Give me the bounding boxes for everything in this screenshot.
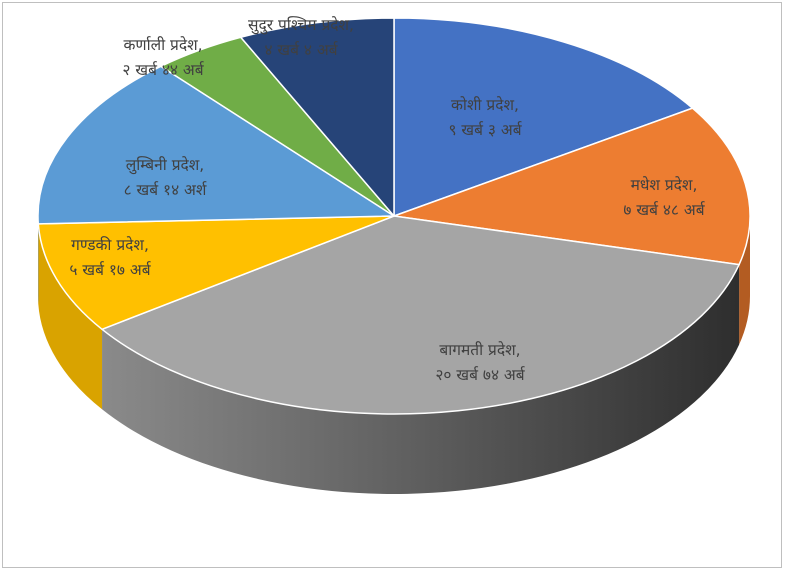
slice-गण्डकी-प्रदेश bbox=[37, 215, 395, 331]
pie-slices bbox=[37, 17, 751, 415]
slice-label-value: २० खर्ब ७४ अर्ब bbox=[435, 366, 525, 384]
pie-sides bbox=[38, 216, 750, 494]
slice-label-name: गण्डकी प्रदेश, bbox=[71, 236, 149, 254]
slice-label-name: कर्णाली प्रदेश, bbox=[123, 36, 202, 54]
slice-label-name: कोशी प्रदेश, bbox=[451, 96, 519, 114]
slice-label-value: ७ खर्ब ४८ अर्ब bbox=[623, 201, 705, 219]
slice-side-मधेश-प्रदेश bbox=[739, 216, 750, 345]
slice-लुम्बिनी-प्रदेश bbox=[37, 65, 395, 225]
slice-label-name: लुम्बिनी प्रदेश, bbox=[126, 156, 204, 175]
slice-label-name: बागमती प्रदेश, bbox=[439, 341, 520, 359]
slice-बागमती-प्रदेश bbox=[101, 215, 740, 415]
slice-सुदुर-पश्चिम-प्रदेश bbox=[240, 17, 395, 217]
slice-label-value: ९ खर्ब ३ अर्ब bbox=[448, 121, 522, 139]
slice-label-name: मधेश प्रदेश, bbox=[631, 176, 698, 194]
slice-label-name: सुदुर पश्चिम प्रदेश, bbox=[248, 16, 354, 35]
slice-side-गण्डकी-प्रदेश bbox=[38, 223, 103, 410]
slice-label-value: ५ खर्ब १७ अर्ब bbox=[69, 261, 151, 279]
slice-label-value: ४ खर्ब ४ अर्ब bbox=[264, 41, 338, 59]
slice-label-value: २ खर्ब ४४ अर्ब bbox=[122, 61, 204, 79]
slice-labels: कोशी प्रदेश, ९ खर्ब ३ अर्ब मधेश प्रदेश, ७ ख… bbox=[69, 16, 705, 384]
slice-कोशी-प्रदेश bbox=[393, 17, 694, 217]
slice-label-value: ८ खर्ब १४ अर्श bbox=[124, 181, 208, 199]
slice-मधेश-प्रदेश bbox=[393, 107, 751, 266]
slice-side-बागमती-प्रदेश bbox=[102, 264, 740, 494]
